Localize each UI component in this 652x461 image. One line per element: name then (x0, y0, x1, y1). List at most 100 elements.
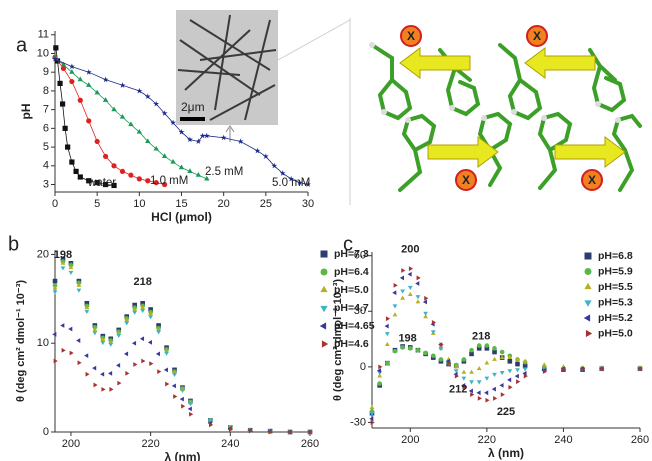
marker (508, 385, 512, 390)
y-tick-label: 9 (43, 66, 49, 78)
substituent-label: X (407, 29, 415, 43)
marker (108, 371, 112, 376)
marker (69, 69, 74, 74)
legend-marker (320, 306, 327, 312)
panel-label: a (16, 34, 28, 56)
marker (173, 394, 177, 399)
marker (132, 341, 136, 346)
marker (133, 362, 137, 367)
marker (69, 159, 74, 164)
y-axis-label: θ (deg cm² dmol⁻¹ 10⁻³) (15, 280, 27, 402)
marker (408, 292, 413, 296)
marker (116, 363, 120, 368)
marker (400, 276, 404, 281)
marker (70, 351, 74, 356)
marker (523, 367, 528, 371)
marker (431, 353, 436, 358)
marker (78, 174, 83, 179)
marker (477, 380, 482, 384)
x-axis-label: HCl (μmol) (151, 210, 212, 224)
marker (60, 323, 64, 328)
marker (165, 382, 169, 387)
marker (73, 169, 78, 174)
marker (94, 90, 99, 95)
marker (515, 368, 520, 372)
marker (132, 311, 137, 315)
marker (408, 346, 413, 351)
marker (92, 366, 96, 371)
marker (400, 290, 405, 294)
marker (137, 176, 142, 181)
legend-marker (584, 300, 591, 306)
marker (181, 404, 185, 409)
marker (95, 139, 100, 144)
x-tick-label: 260 (301, 438, 319, 450)
y-tick-label: 11 (38, 29, 49, 41)
marker (69, 271, 74, 275)
marker (53, 290, 58, 294)
marker (53, 279, 58, 284)
marker (370, 405, 375, 409)
marker (148, 340, 152, 345)
marker (85, 372, 89, 377)
series-label: 1.0 mM (150, 175, 188, 187)
marker (180, 389, 185, 393)
substituent-label: X (588, 173, 596, 187)
marker (180, 397, 184, 402)
y-axis-label: θ (deg cm² dmol⁻¹ 10⁻³) (332, 279, 344, 401)
marker (393, 349, 398, 354)
marker (485, 398, 489, 403)
marker (408, 272, 412, 277)
legend-marker (586, 330, 592, 337)
marker (157, 369, 161, 374)
marker (140, 309, 145, 313)
y-tick-label: 5 (43, 141, 49, 153)
legend-label: pH=5.5 (598, 281, 633, 293)
marker (140, 336, 144, 341)
marker (93, 383, 97, 388)
marker (461, 370, 466, 374)
marker (507, 377, 511, 382)
marker (124, 321, 129, 325)
series-label: 2.5 mM (205, 166, 243, 178)
marker (148, 315, 153, 319)
annotation: 198 (398, 332, 416, 344)
marker (65, 144, 70, 149)
legend-marker (585, 253, 592, 260)
marker (500, 350, 505, 355)
marker (162, 153, 167, 158)
marker (417, 276, 421, 281)
annotation: 225 (497, 406, 515, 418)
x-tick-label: 240 (221, 438, 239, 450)
marker (109, 387, 113, 392)
marker (393, 304, 398, 308)
x-tick-label: 200 (62, 438, 80, 450)
y-tick-label: 0 (43, 426, 49, 438)
marker (385, 324, 389, 329)
marker (60, 101, 65, 106)
marker (128, 121, 133, 126)
marker (493, 396, 497, 401)
marker (386, 316, 390, 321)
marker (461, 377, 466, 381)
marker (424, 296, 428, 301)
panel-label: c (343, 233, 353, 255)
connector (278, 20, 350, 60)
series-label: 5.0 mM (272, 177, 310, 189)
legend-label: pH=5.3 (598, 296, 633, 308)
y-axis-label: pH (19, 104, 33, 120)
scale-bar-label: 2μm (181, 100, 205, 114)
legend-marker (320, 322, 326, 329)
x-tick-label: 25 (260, 198, 272, 210)
x-tick-label: 5 (94, 198, 100, 210)
legend-marker (321, 269, 328, 276)
annotation: 218 (133, 276, 151, 288)
series-label: water (87, 177, 116, 189)
marker (78, 77, 83, 82)
series-line (55, 57, 165, 184)
legend-marker (322, 340, 328, 347)
annotation: 200 (401, 244, 419, 256)
marker (385, 342, 390, 346)
legend-marker (584, 283, 591, 289)
marker (492, 357, 497, 361)
